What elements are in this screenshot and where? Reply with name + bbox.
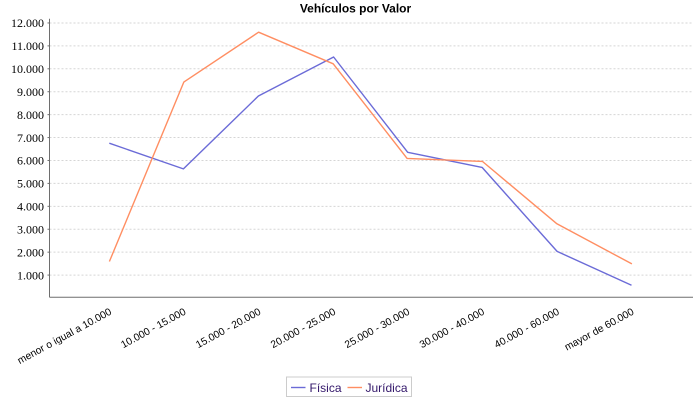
svg-text:1.000: 1.000 [17, 268, 44, 282]
svg-text:Vehículos por Valor: Vehículos por Valor [300, 2, 412, 16]
svg-text:12.000: 12.000 [11, 16, 44, 30]
svg-text:Jurídica: Jurídica [366, 381, 408, 395]
svg-text:5.000: 5.000 [17, 177, 44, 191]
svg-text:11.000: 11.000 [11, 39, 44, 53]
svg-text:6.000: 6.000 [17, 154, 44, 168]
svg-text:10.000: 10.000 [11, 62, 44, 76]
svg-text:8.000: 8.000 [17, 108, 44, 122]
svg-text:3.000: 3.000 [17, 222, 44, 236]
svg-text:4.000: 4.000 [17, 200, 44, 214]
svg-text:2.000: 2.000 [17, 245, 44, 259]
svg-text:Física: Física [310, 381, 342, 395]
svg-text:7.000: 7.000 [17, 131, 44, 145]
svg-text:9.000: 9.000 [17, 85, 44, 99]
